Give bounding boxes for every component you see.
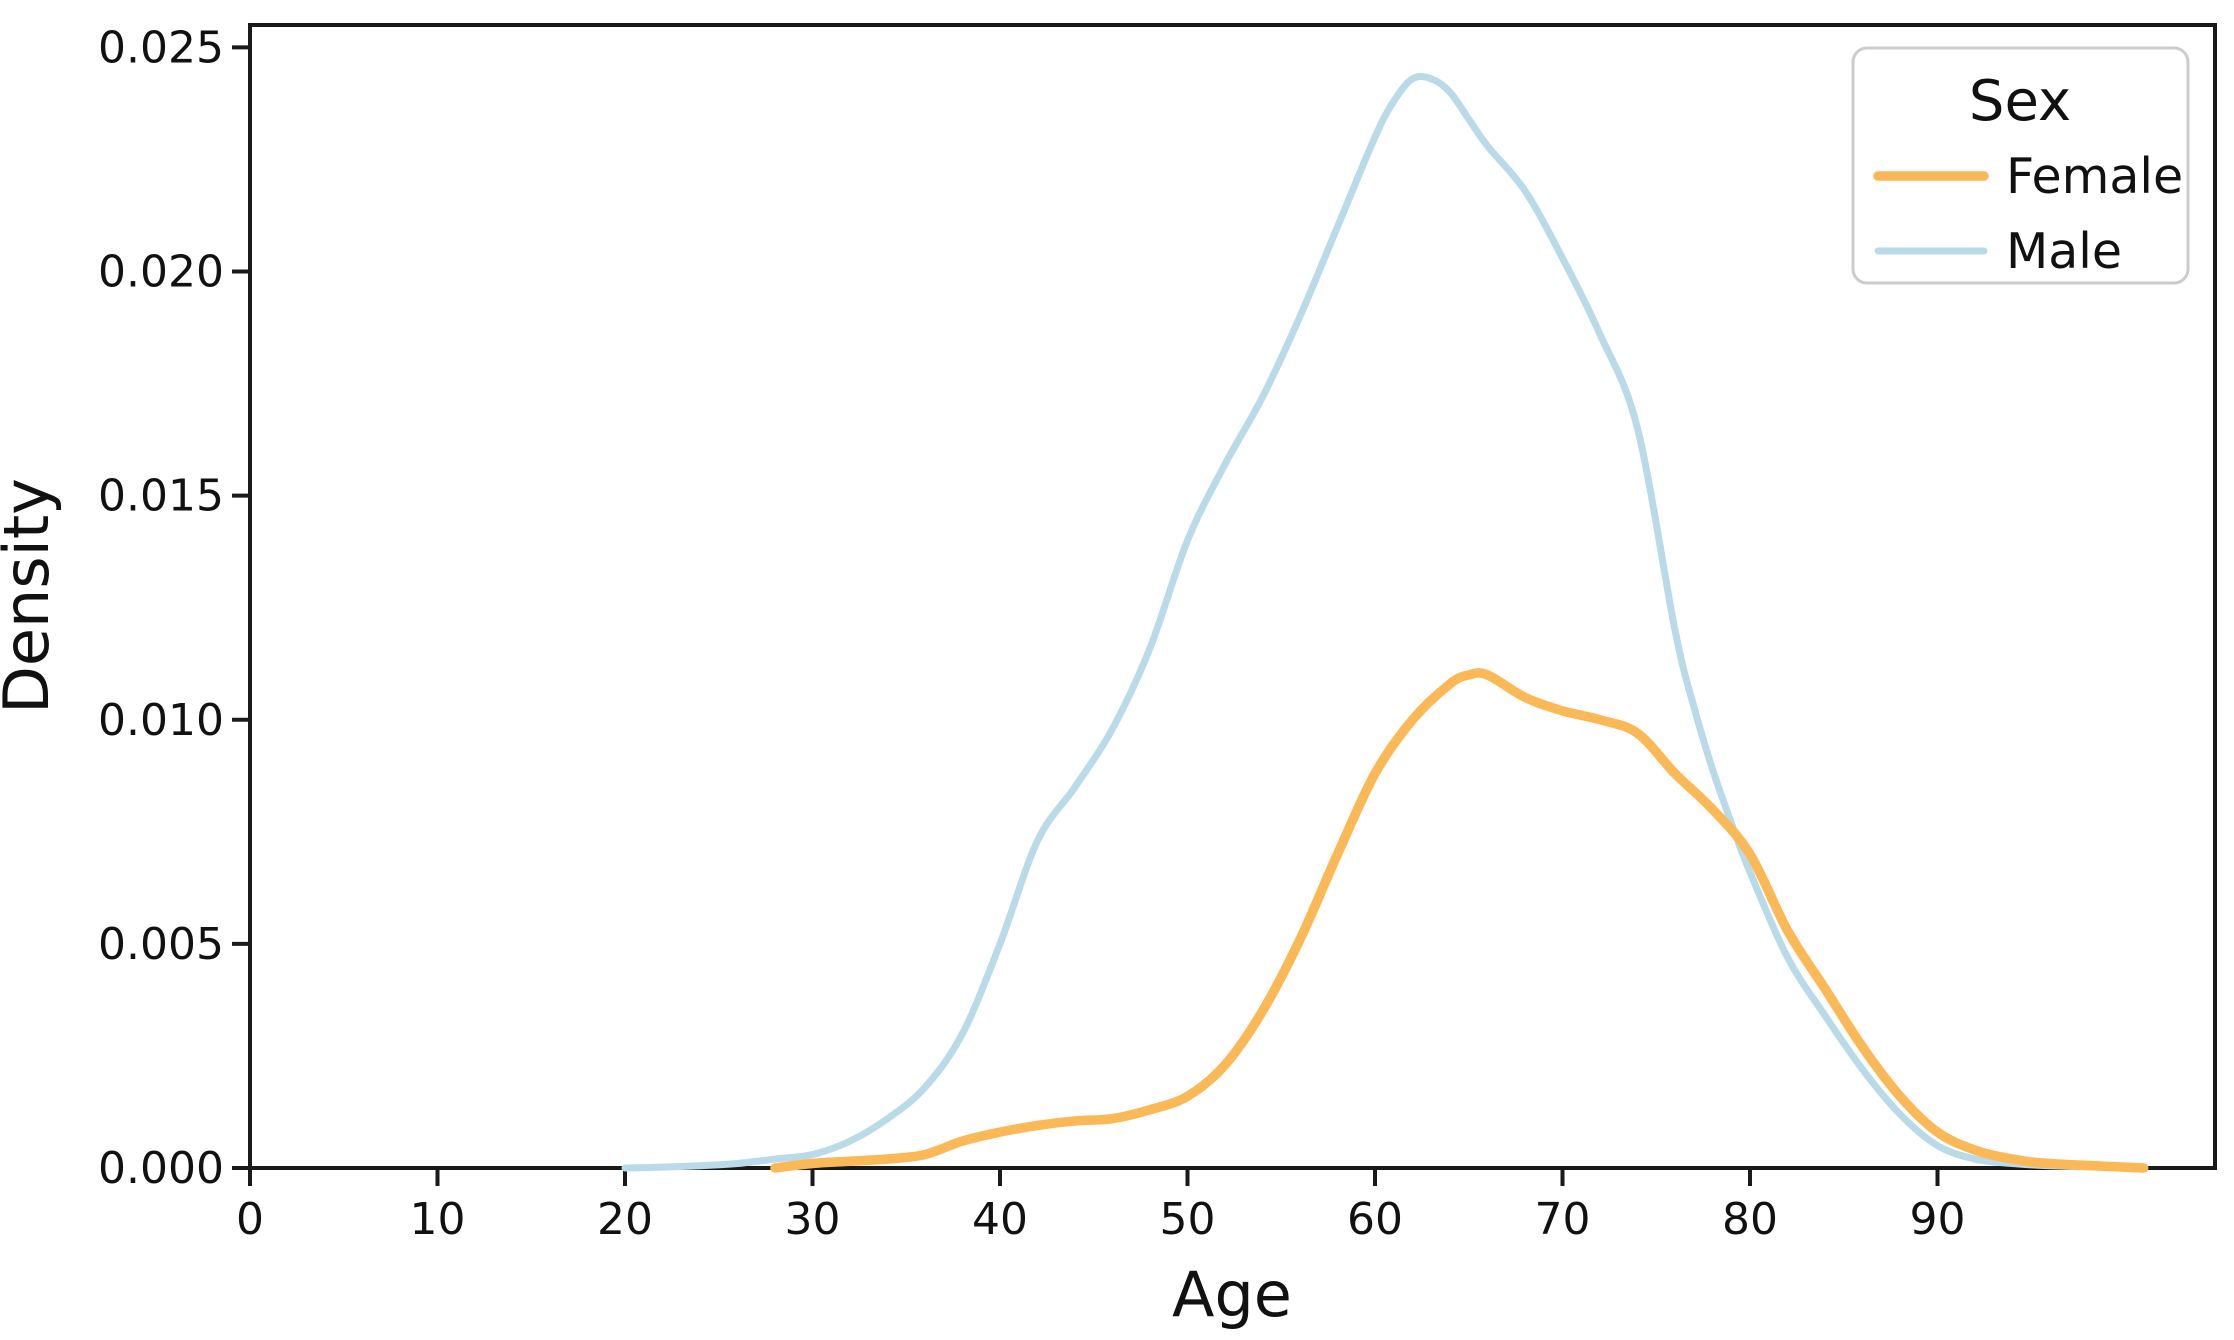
y-tick-label: 0.015	[98, 471, 224, 522]
y-tick-label: 0.000	[98, 1143, 224, 1194]
y-axis: 0.000 0.005 0.010 0.015 0.020 0.025	[98, 22, 250, 1194]
x-tick-label: 70	[1535, 1194, 1591, 1245]
legend-label-male: Male	[2006, 223, 2122, 280]
male-curve	[621, 73, 2129, 1172]
legend-item-male: Male	[1874, 223, 2122, 280]
x-tick-label: 30	[785, 1194, 841, 1245]
x-tick-label: 10	[410, 1194, 466, 1245]
legend-label-female: Female	[2006, 148, 2183, 205]
x-tick-label: 0	[236, 1194, 264, 1245]
y-tick-label: 0.005	[98, 919, 224, 970]
x-axis-label: Age	[1172, 1258, 1292, 1331]
legend-item-female: Female	[1873, 148, 2183, 205]
y-tick-label: 0.025	[98, 22, 224, 73]
y-tick-label: 0.010	[98, 695, 224, 746]
x-tick-label: 50	[1160, 1194, 1216, 1245]
y-axis-label: Density	[0, 478, 63, 714]
legend: Sex Female Male	[1851, 46, 2190, 285]
x-tick-label: 90	[1910, 1194, 1966, 1245]
legend-title: Sex	[1969, 69, 2071, 134]
x-tick-label: 40	[972, 1194, 1028, 1245]
x-tick-label: 80	[1722, 1194, 1778, 1245]
x-axis: 0 10 20 30 40 50 60 70 80 90	[236, 1168, 1966, 1245]
y-tick-label: 0.020	[98, 247, 224, 298]
x-tick-label: 60	[1347, 1194, 1403, 1245]
legend-box	[1851, 46, 2190, 285]
x-tick-label: 20	[597, 1194, 653, 1245]
plot-area	[248, 23, 2217, 1170]
female-curve	[770, 668, 2149, 1173]
curves	[621, 73, 2149, 1173]
